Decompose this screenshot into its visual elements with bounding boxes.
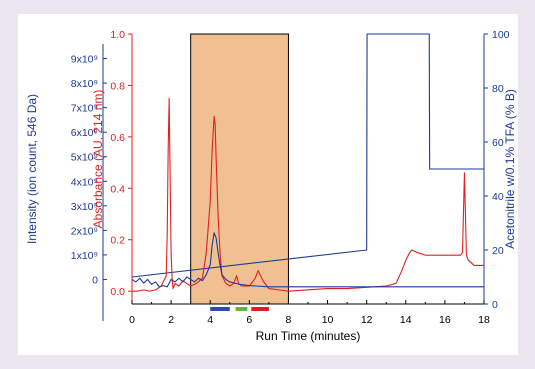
absorbance-tick-label: 0.4 — [110, 183, 125, 195]
chart-panel: 0 2 4 6 8 10 12 14 16 18 0 1x10⁹ 2x10⁹ 3x10⁹ 4x10⁹ 5x10… — [18, 14, 518, 355]
acetonitrile-tick-label: 40 — [492, 191, 504, 203]
acetonitrile-tick-label: 20 — [492, 245, 504, 257]
x-tick-label: 4 — [207, 314, 213, 326]
y-axis-title-acetonitrile: Acetonitrile w/0.1% TFA (% B) — [503, 89, 517, 249]
x-tick-label: 6 — [246, 314, 252, 326]
series-layer — [131, 33, 484, 292]
x-tick-label: 16 — [439, 314, 451, 326]
x-tick-label: 14 — [400, 314, 412, 326]
acetonitrile-tick-label: 60 — [492, 137, 504, 149]
chromatogram-chart: 0 2 4 6 8 10 12 14 16 1801x10⁹2x10⁹3x10⁹4x10⁹5x10… — [25, 29, 517, 343]
fraction-markers-layer — [210, 307, 269, 311]
absorbance-tick-label: 0.2 — [110, 235, 125, 247]
x-axis-title: Run Time (minutes) — [256, 329, 361, 343]
series-line-abs — [132, 97, 484, 292]
series-line-ion — [131, 232, 484, 288]
intensity-tick-label: 2x10⁹ — [71, 225, 98, 237]
fraction-marker — [251, 307, 269, 311]
x-tick-label: 10 — [322, 314, 334, 326]
acetonitrile-tick-label: 80 — [492, 83, 504, 95]
ticks-layer: 0 2 4 6 8 10 12 14 16 1801x10⁹2x10⁹3x10⁹4x10⁹5x10… — [71, 29, 510, 326]
x-tick-label: 2 — [168, 314, 174, 326]
intensity-tick-label: 8x10⁹ — [71, 78, 98, 90]
absorbance-tick-label: 0.0 — [110, 286, 125, 298]
intensity-tick-label: 6x10⁹ — [71, 127, 98, 139]
y-axis-title-absorbance: Absorbance (AU, 214 nm) — [91, 90, 105, 229]
acetonitrile-tick-label: 0 — [492, 299, 498, 311]
x-tick-label: 8 — [286, 314, 292, 326]
intensity-tick-label: 5x10⁹ — [71, 152, 98, 164]
intensity-tick-label: 3x10⁹ — [71, 201, 98, 213]
intensity-tick-label: 0 — [92, 274, 98, 286]
highlight-region-layer — [190, 33, 289, 305]
absorbance-tick-label: 0.8 — [110, 80, 125, 92]
series-line-acn — [131, 33, 484, 278]
absorbance-tick-label: 1.0 — [110, 29, 125, 41]
absorbance-tick-label: 0.6 — [110, 132, 125, 144]
x-tick-label: 18 — [478, 314, 490, 326]
x-tick-label: 12 — [361, 314, 373, 326]
fraction-marker — [235, 307, 248, 311]
intensity-tick-label: 9x10⁹ — [71, 54, 98, 66]
highlight-region — [190, 33, 289, 305]
intensity-tick-label: 4x10⁹ — [71, 176, 98, 188]
x-tick-label: 0 — [129, 314, 135, 326]
fraction-marker — [210, 307, 230, 311]
intensity-tick-label: 7x10⁹ — [71, 103, 98, 115]
acetonitrile-tick-label: 100 — [492, 29, 510, 41]
y-axis-title-intensity: Intensity (ion count, 546 Da) — [25, 94, 39, 244]
axes-layer — [102, 34, 485, 321]
axis-titles-layer: Run Time (minutes) Intensity (ion count,… — [25, 89, 517, 343]
intensity-tick-label: 1x10⁹ — [71, 250, 98, 262]
